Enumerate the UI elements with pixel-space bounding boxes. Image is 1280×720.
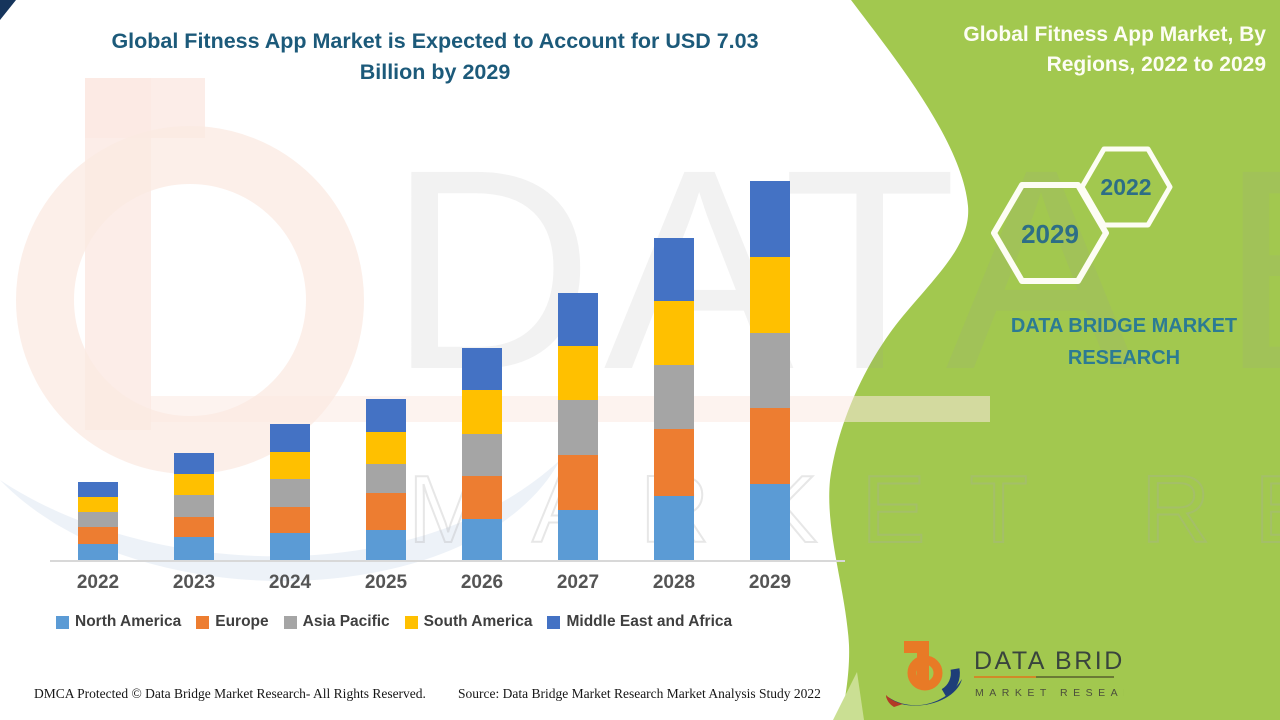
legend-item-europe: Europe <box>196 613 269 631</box>
panel-title-line1: Global Fitness App Market, By <box>963 23 1266 46</box>
chart-title-line2: Billion by 2029 <box>359 60 511 84</box>
bar-segment-asia-pacific-2022 <box>78 512 118 527</box>
legend-item-south-america: South America <box>404 613 533 631</box>
brand-wordmark-line2: RESEARCH <box>1067 347 1181 369</box>
legend-swatch-icon <box>404 615 418 629</box>
stacked-bar-2029 <box>750 181 790 560</box>
bar-segment-europe-2024 <box>270 507 310 533</box>
chart-title: Global Fitness App Market is Expected to… <box>62 26 808 88</box>
legend-label: South America <box>423 613 533 630</box>
chart-title-line1: Global Fitness App Market is Expected to… <box>111 29 759 53</box>
legend-item-middle-east-and-africa: Middle East and Africa <box>547 613 732 631</box>
green-edge-highlight <box>833 672 864 720</box>
stacked-bar-2025 <box>366 399 406 560</box>
bar-segment-south-america-2027 <box>558 346 598 400</box>
bar-segment-south-america-2023 <box>174 474 214 495</box>
chart-legend: North America Europe Asia Pacific South Ame… <box>56 613 732 631</box>
bar-segment-north-america-2029 <box>750 484 790 560</box>
bar-segment-europe-2029 <box>750 408 790 484</box>
x-axis-label-2027: 2027 <box>556 572 600 593</box>
panel-title: Global Fitness App Market, By Regions, 2… <box>896 20 1266 80</box>
bar-segment-europe-2023 <box>174 517 214 537</box>
x-axis-label-2024: 2024 <box>268 572 312 593</box>
bar-segment-north-america-2023 <box>174 537 214 560</box>
bar-segment-south-america-2025 <box>366 432 406 464</box>
legend-label: Middle East and Africa <box>566 613 733 630</box>
bar-segment-middle-east-and-africa-2025 <box>366 399 406 432</box>
x-axis-label-2022: 2022 <box>76 572 120 593</box>
x-axis-label-2029: 2029 <box>748 572 792 593</box>
legend-swatch-icon <box>56 615 69 629</box>
bar-segment-middle-east-and-africa-2026 <box>462 348 502 390</box>
legend-swatch-icon <box>547 615 561 629</box>
stacked-bar-2026 <box>462 348 502 560</box>
stacked-bar-2028 <box>654 238 694 560</box>
bar-segment-asia-pacific-2023 <box>174 495 214 517</box>
bar-segment-middle-east-and-africa-2024 <box>270 424 310 452</box>
bar-segment-europe-2026 <box>462 476 502 519</box>
dmca-notice: DMCA Protected © Data Bridge Market Rese… <box>34 686 426 701</box>
brand-wordmark: DATA BRIDGE MARKET RESEARCH <box>962 310 1280 374</box>
bar-segment-asia-pacific-2024 <box>270 479 310 507</box>
legend-swatch-icon <box>196 615 210 629</box>
x-axis-label-2025: 2025 <box>364 572 408 593</box>
bar-segment-europe-2027 <box>558 455 598 510</box>
legend-label: North America <box>75 613 182 630</box>
x-axis-label-2028: 2028 <box>652 572 696 593</box>
legend-label: Asia Pacific <box>302 613 390 630</box>
stacked-bar-2027 <box>558 293 598 560</box>
bar-segment-south-america-2022 <box>78 497 118 512</box>
panel-title-line2: Regions, 2022 to 2029 <box>1046 53 1266 76</box>
bar-segment-north-america-2028 <box>654 496 694 560</box>
stacked-bar-2024 <box>270 424 310 560</box>
bar-segment-north-america-2025 <box>366 530 406 560</box>
bar-segment-asia-pacific-2029 <box>750 333 790 408</box>
bar-segment-europe-2025 <box>366 493 406 530</box>
bar-segment-north-america-2024 <box>270 533 310 560</box>
source-note: Source: Data Bridge Market Research Mark… <box>458 686 821 701</box>
x-axis-line <box>50 560 845 562</box>
bar-segment-asia-pacific-2027 <box>558 400 598 455</box>
plot-area <box>50 0 845 560</box>
legend-item-north-america: North America <box>56 613 181 631</box>
x-axis-label-2023: 2023 <box>172 572 216 593</box>
bar-segment-europe-2028 <box>654 429 694 496</box>
bar-segment-south-america-2024 <box>270 452 310 479</box>
bar-segment-europe-2022 <box>78 527 118 544</box>
stacked-bar-2022 <box>78 482 118 560</box>
bar-segment-middle-east-and-africa-2022 <box>78 482 118 497</box>
bar-segment-north-america-2022 <box>78 544 118 560</box>
bar-segment-asia-pacific-2026 <box>462 434 502 476</box>
hexagon-2029-label: 2029 <box>1021 219 1079 249</box>
brand-wordmark-line1: DATA BRIDGE MARKET <box>1010 315 1238 337</box>
bar-segment-north-america-2026 <box>462 519 502 560</box>
legend-item-asia-pacific: Asia Pacific <box>283 613 390 631</box>
legend-label: Europe <box>215 613 269 630</box>
bar-segment-middle-east-and-africa-2029 <box>750 181 790 257</box>
legend-swatch-icon <box>283 615 297 629</box>
bar-segment-middle-east-and-africa-2023 <box>174 453 214 474</box>
dbmr-logo-icon: DATA BRIDGE MARKET RESEARCH <box>886 641 1124 707</box>
bar-segment-south-america-2026 <box>462 390 502 434</box>
stacked-bar-2023 <box>174 453 214 560</box>
x-axis-label-2026: 2026 <box>460 572 504 593</box>
bar-segment-asia-pacific-2028 <box>654 365 694 429</box>
bar-segment-north-america-2027 <box>558 510 598 560</box>
corner-navy-triangle <box>0 0 16 20</box>
hexagon-2022-label: 2022 <box>1100 174 1152 200</box>
bar-segment-south-america-2029 <box>750 257 790 333</box>
bar-segment-middle-east-and-africa-2028 <box>654 238 694 301</box>
bar-segment-middle-east-and-africa-2027 <box>558 293 598 346</box>
logo-text-data-bridge: DATA BRIDGE <box>974 647 1124 675</box>
logo-text-market-research: MARKET RESEARCH <box>975 687 1124 699</box>
bar-segment-asia-pacific-2025 <box>366 464 406 493</box>
bar-segment-south-america-2028 <box>654 301 694 365</box>
